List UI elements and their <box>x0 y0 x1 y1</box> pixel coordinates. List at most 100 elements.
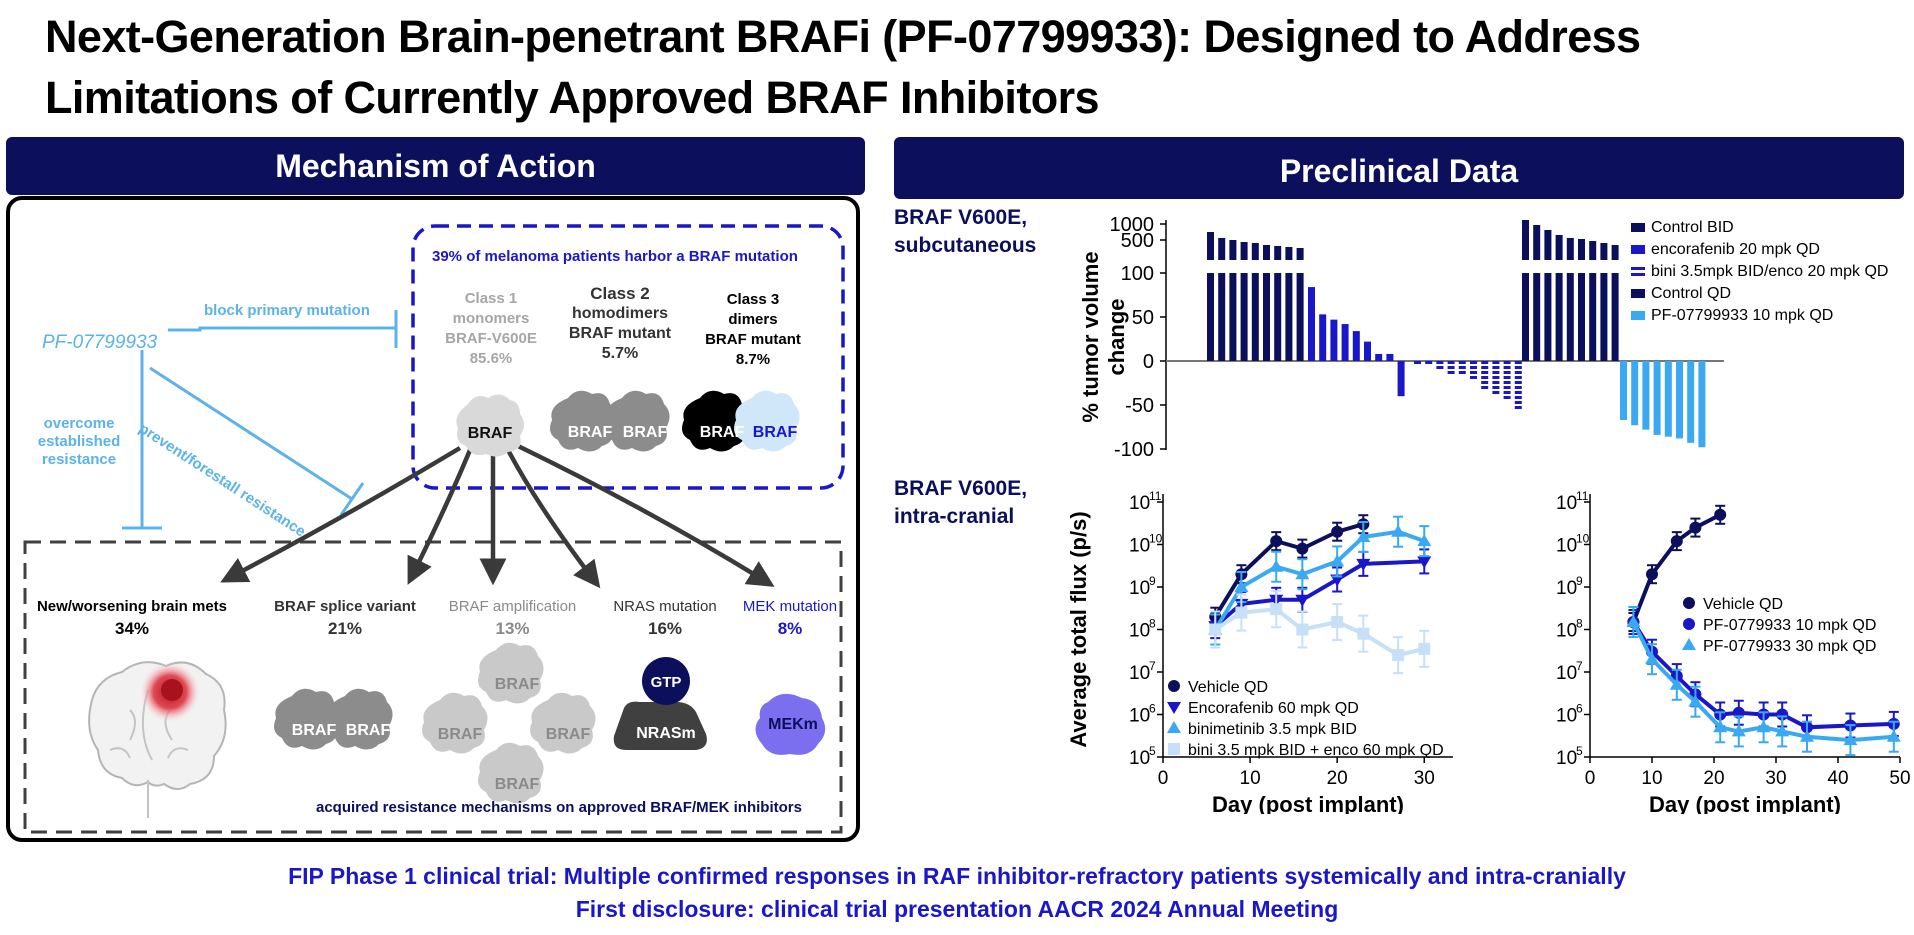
homodimer-right-label: BRAF <box>623 424 668 441</box>
flux-y-tick-label: 10 <box>1556 578 1577 599</box>
flux-x-tick-label: 30 <box>1765 768 1786 789</box>
footer-line-2: First disclosure: clinical trial present… <box>575 896 1339 922</box>
flux-y-tick-label: 10 <box>1129 536 1150 557</box>
mechanism-brain-mets-pct: 34% <box>114 619 150 638</box>
flux-point <box>1209 623 1222 636</box>
class-1-type: monomers <box>452 310 530 327</box>
footer-line-1: FIP Phase 1 clinical trial: Multiple con… <box>288 863 1626 889</box>
waterfall-y-tick-label: 0 <box>1143 351 1154 373</box>
waterfall-bar <box>1631 361 1639 426</box>
flux-y-tick-label: 10 <box>1129 706 1150 727</box>
waterfall-bar <box>1481 371 1489 374</box>
flux-point <box>1392 649 1405 662</box>
waterfall-bar <box>1503 376 1511 379</box>
waterfall-bar <box>1386 353 1394 361</box>
waterfall-bar <box>1470 361 1477 364</box>
flux-point <box>1356 530 1371 543</box>
waterfall-y-tick-label: 500 <box>1121 230 1154 252</box>
waterfall-bar <box>1664 361 1672 437</box>
waterfall-bar-break <box>1207 232 1214 260</box>
flux-point <box>1776 708 1789 721</box>
flux-point <box>1296 542 1309 555</box>
waterfall-bar <box>1285 273 1293 361</box>
waterfall-bar <box>1653 361 1661 435</box>
flux-point <box>1886 729 1901 742</box>
flux-y-tick-label: 10 <box>1556 748 1577 769</box>
flux-y-tick-exp: 8 <box>1149 617 1156 631</box>
mechanism-amp-pct: 13% <box>495 619 530 638</box>
class-3-type: dimers <box>728 311 778 328</box>
overcome-line-2: established <box>37 433 121 450</box>
braf-dimer: BRAF BRAF <box>682 390 800 452</box>
waterfall-legend-label: Control QD <box>1651 285 1731 302</box>
flux-point <box>1670 535 1683 548</box>
row1-label-line2: subcutaneous <box>894 234 1037 257</box>
amp-label-3: BRAF <box>546 726 591 743</box>
flux-y-tick-label: 10 <box>1129 493 1150 514</box>
waterfall-bar <box>1447 361 1455 364</box>
drug-name: PF-07799933 <box>42 332 158 353</box>
flux-point <box>1295 594 1310 607</box>
waterfall-bar <box>1458 366 1466 369</box>
flux-legend-label: Encorafenib 60 mpk QD <box>1188 700 1359 717</box>
flux-point <box>1669 677 1684 690</box>
flux-y-tick-exp: 11 <box>1576 489 1589 503</box>
waterfall-bar <box>1308 287 1315 361</box>
flux-legend-marker <box>1683 618 1695 630</box>
waterfall-bar-break <box>1285 247 1293 260</box>
flux-point <box>1357 627 1370 640</box>
waterfall-bar-break <box>1544 230 1552 260</box>
waterfall-legend-label: encorafenib 20 mpk QD <box>1651 241 1820 258</box>
waterfall-bar-break <box>1533 225 1541 260</box>
waterfall-bar <box>1436 366 1444 369</box>
waterfall-bar <box>1240 273 1248 361</box>
moa-panel <box>6 196 860 842</box>
nras-mutant-illustration: GTP NRASm <box>613 657 707 750</box>
flux-y-tick-label: 10 <box>1556 536 1577 557</box>
waterfall-bar <box>1492 371 1500 374</box>
waterfall-bar <box>1578 273 1585 361</box>
title-line-2: Limitations of Currently Approved BRAF I… <box>45 72 1100 123</box>
class-1-mutant: BRAF-V600E <box>445 330 537 347</box>
waterfall-bar <box>1458 371 1466 374</box>
waterfall-bar <box>1676 361 1683 439</box>
waterfall-bar <box>1414 361 1421 364</box>
waterfall-bar <box>1503 391 1511 394</box>
resistance-arrows <box>220 443 775 589</box>
flux-point <box>1626 615 1641 628</box>
waterfall-bar <box>1470 376 1477 379</box>
waterfall-bar <box>1251 273 1259 361</box>
waterfall-legend-swatch <box>1631 223 1645 232</box>
flux-x-tick-label: 40 <box>1827 768 1848 789</box>
waterfall-bar-break <box>1274 246 1282 260</box>
waterfall-bar <box>1687 361 1695 443</box>
waterfall-bar <box>1341 324 1349 361</box>
flux-point <box>1270 603 1283 616</box>
flux-point <box>1269 559 1284 572</box>
flux-x-tick-label: 10 <box>1240 768 1261 789</box>
title-line-1: Next-Generation Brain-penetrant BRAFi (P… <box>45 11 1641 62</box>
class-3-mutant: BRAF mutant <box>705 331 801 348</box>
dimer-left-label: BRAF <box>700 424 745 441</box>
flux-legend-label: PF-0779933 10 mpk QD <box>1703 617 1876 634</box>
waterfall-bar <box>1620 361 1627 420</box>
block-primary-label: block primary mutation <box>204 302 370 319</box>
waterfall-bar <box>1481 366 1489 369</box>
mechanism-brain-mets-label: New/worsening brain mets <box>36 598 228 615</box>
flux-y-tick-exp: 7 <box>1576 659 1583 673</box>
flux-point <box>1296 623 1309 636</box>
class-box <box>411 224 845 490</box>
class-2-title: Class 2 <box>590 284 650 303</box>
waterfall-bar <box>1555 273 1563 361</box>
mechanism-nras-pct: 16% <box>647 619 683 638</box>
class-3-pct: 8.7% <box>735 351 771 368</box>
waterfall-bar <box>1481 376 1489 379</box>
waterfall-bar <box>1425 361 1433 364</box>
waterfall-bar <box>1296 273 1304 361</box>
flux-point <box>1645 652 1659 665</box>
waterfall-bar <box>1514 396 1522 399</box>
waterfall-bar <box>1514 371 1522 374</box>
flux-legend-label: PF-0779933 30 mpk QD <box>1703 638 1876 655</box>
